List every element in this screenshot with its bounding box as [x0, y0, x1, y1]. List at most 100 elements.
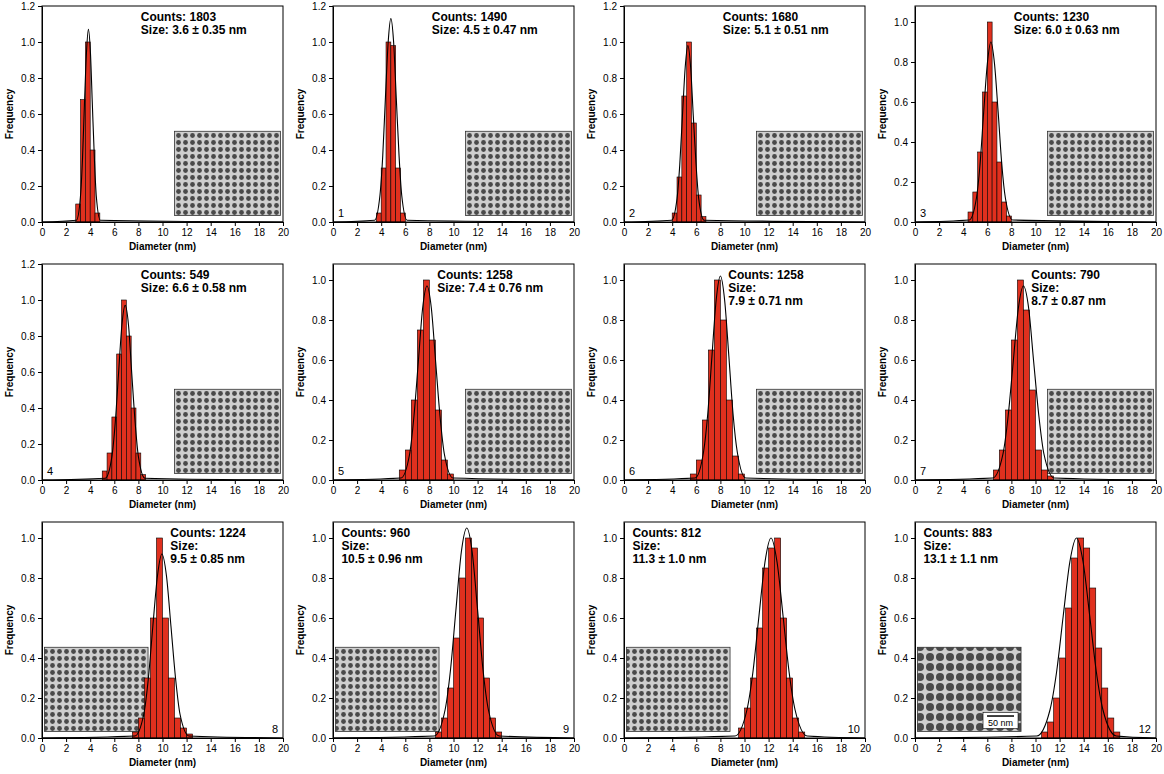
tick-label: 0.8 [894, 57, 908, 68]
x-axis: 02468101214161820 [331, 222, 581, 238]
tick: 2 [646, 480, 652, 496]
tick-mark [42, 222, 43, 226]
tick-label: 0.6 [603, 355, 617, 366]
tick: 10 [448, 480, 460, 496]
tick: 18 [545, 480, 557, 496]
tick: 20 [1151, 738, 1163, 754]
plot-frame [624, 264, 865, 480]
tick: 1.2 [21, 1, 42, 12]
tick: 0.2 [603, 435, 624, 446]
tick-mark [769, 222, 770, 226]
y-axis-title: Frequency [4, 88, 15, 139]
tick-mark [381, 222, 382, 226]
tick-mark [405, 222, 406, 226]
tick-mark [187, 480, 188, 484]
tick-label: 10 [1030, 485, 1042, 496]
tick-mark [1156, 480, 1157, 484]
plot-frame [42, 6, 283, 222]
tick: 0.0 [21, 733, 42, 744]
tick: 0.8 [312, 73, 333, 84]
histogram-bar [763, 568, 769, 738]
tick: 4 [670, 738, 676, 754]
histogram-bar [1072, 558, 1078, 738]
annotation-text: Size: [170, 539, 198, 553]
plot-area [624, 276, 865, 480]
tick: 10 [157, 480, 169, 496]
tick: 6 [403, 222, 409, 238]
tick: 18 [254, 222, 266, 238]
fit-line [42, 554, 283, 738]
tick-mark [38, 372, 42, 373]
tick-label: 12 [182, 485, 194, 496]
panel-label: 10 [848, 723, 860, 735]
histogram-bar [132, 732, 138, 738]
panel: 024681012141618200.00.20.40.60.81.0Diame… [586, 264, 871, 510]
tick: 1.0 [603, 533, 624, 544]
tick-mark [329, 280, 333, 281]
tick-mark [720, 480, 721, 484]
tick: 0.4 [603, 653, 624, 664]
annotation-text: Counts: 1224 [170, 526, 246, 540]
tick-label: 0.6 [21, 367, 35, 378]
tick: 14 [206, 738, 218, 754]
tick-mark [911, 480, 915, 481]
histogram-bar [690, 474, 696, 480]
tick-mark [90, 222, 91, 226]
tick-label: 6 [403, 485, 409, 496]
tick: 0 [40, 480, 46, 496]
tick-mark [478, 738, 479, 742]
tick-mark [329, 440, 333, 441]
tick-label: 10 [448, 227, 460, 238]
tick: 0.0 [21, 217, 42, 228]
x-axis: 02468101214161820 [40, 738, 290, 754]
annotation-text: Counts: 812 [632, 526, 701, 540]
tick-mark [329, 186, 333, 187]
inset [175, 389, 281, 473]
tick: 20 [569, 222, 581, 238]
inset-image [917, 647, 1021, 731]
tick-mark [550, 222, 551, 226]
tick: 2 [937, 222, 943, 238]
inset-image [44, 647, 148, 731]
tick-label: 20 [1151, 743, 1163, 754]
tick-label: 14 [206, 485, 218, 496]
tick-mark [66, 480, 67, 484]
axis-line [42, 523, 43, 739]
tick: 6 [112, 222, 118, 238]
inset-image [757, 389, 863, 473]
histogram-bar [1078, 538, 1084, 738]
tick: 0.6 [21, 613, 42, 624]
y-axis-title: Frequency [4, 346, 15, 397]
inset [757, 389, 863, 473]
tick-label: 1.0 [21, 533, 35, 544]
histogram-bar [447, 474, 453, 480]
tick-label: 18 [254, 485, 266, 496]
tick-mark [478, 222, 479, 226]
tick: 1.0 [312, 275, 333, 286]
panel-label: 7 [920, 465, 926, 477]
tick: 12 [473, 480, 485, 496]
tick: 12 [182, 222, 194, 238]
plot-area [333, 19, 574, 222]
tick-label: 16 [1103, 227, 1115, 238]
tick-label: 0.4 [21, 653, 35, 664]
tick-label: 8 [718, 227, 724, 238]
tick-label: 6 [403, 743, 409, 754]
tick-mark [793, 738, 794, 742]
tick-label: 18 [545, 227, 557, 238]
tick-mark [963, 480, 964, 484]
tick-mark [672, 222, 673, 226]
tick: 0.2 [312, 181, 333, 192]
histogram-bar [447, 688, 453, 738]
tick: 8 [136, 480, 142, 496]
tick-mark [283, 222, 284, 226]
tick: 18 [545, 738, 557, 754]
tick-mark [574, 222, 575, 226]
tick-label: 4 [961, 227, 967, 238]
tick-label: 0.6 [312, 355, 326, 366]
x-axis-title: Diameter (nm) [1002, 757, 1069, 768]
tick-mark [38, 42, 42, 43]
tick-mark [329, 114, 333, 115]
axis-line [624, 7, 625, 223]
tick-mark [915, 222, 916, 226]
